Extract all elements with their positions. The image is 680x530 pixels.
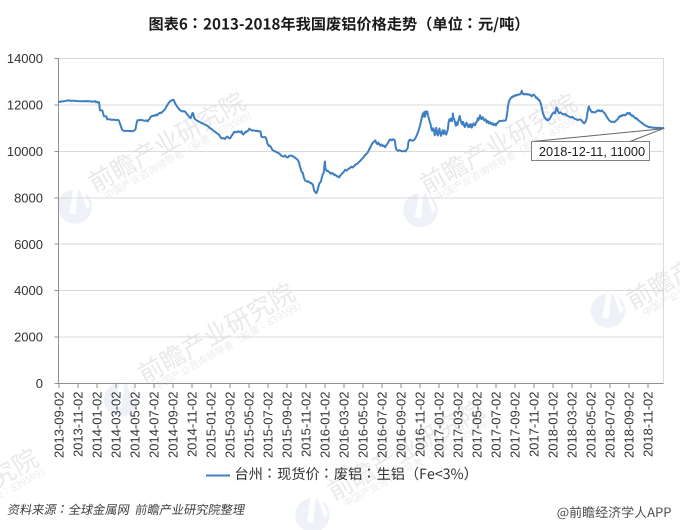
svg-text:2018-01-02: 2018-01-02 xyxy=(546,392,561,459)
svg-text:2013-09-02: 2013-09-02 xyxy=(52,392,67,459)
svg-text:0: 0 xyxy=(36,376,43,391)
svg-text:2018-09-02: 2018-09-02 xyxy=(622,392,637,459)
svg-text:2013-11-02: 2013-11-02 xyxy=(71,392,86,458)
svg-text:2018-03-02: 2018-03-02 xyxy=(565,392,580,459)
svg-text:2017-11-02: 2017-11-02 xyxy=(527,392,542,458)
svg-text:6000: 6000 xyxy=(14,237,43,252)
svg-text:2014-11-02: 2014-11-02 xyxy=(185,392,200,458)
svg-text:2017-09-02: 2017-09-02 xyxy=(508,392,523,459)
svg-text:4000: 4000 xyxy=(14,283,43,298)
svg-text:2016-09-02: 2016-09-02 xyxy=(394,392,409,459)
svg-text:2015-09-02: 2015-09-02 xyxy=(280,392,295,459)
svg-text:2014-07-02: 2014-07-02 xyxy=(147,392,162,459)
svg-text:2018-05-02: 2018-05-02 xyxy=(584,392,599,459)
svg-text:2014-09-02: 2014-09-02 xyxy=(166,392,181,459)
svg-text:2014-03-02: 2014-03-02 xyxy=(109,392,124,459)
svg-text:2015-07-02: 2015-07-02 xyxy=(261,392,276,459)
svg-text:2017-07-02: 2017-07-02 xyxy=(489,392,504,459)
svg-text:2018-11-02: 2018-11-02 xyxy=(641,392,656,458)
svg-text:2018-07-02: 2018-07-02 xyxy=(603,392,618,459)
svg-text:2015-03-02: 2015-03-02 xyxy=(223,392,238,459)
svg-text:2000: 2000 xyxy=(14,330,43,345)
svg-text:8000: 8000 xyxy=(14,190,43,205)
svg-text:2016-01-02: 2016-01-02 xyxy=(318,392,333,459)
svg-text:2017-01-02: 2017-01-02 xyxy=(432,392,447,459)
svg-text:2014-01-02: 2014-01-02 xyxy=(90,392,105,459)
svg-text:2016-05-02: 2016-05-02 xyxy=(356,392,371,459)
svg-text:10000: 10000 xyxy=(7,144,43,159)
svg-text:14000: 14000 xyxy=(7,51,43,66)
svg-text:2016-03-02: 2016-03-02 xyxy=(337,392,352,459)
svg-text:2015-01-02: 2015-01-02 xyxy=(204,392,219,459)
svg-text:2014-05-02: 2014-05-02 xyxy=(128,392,143,459)
svg-text:2015-11-02: 2015-11-02 xyxy=(299,392,314,458)
svg-text:12000: 12000 xyxy=(7,98,43,113)
svg-text:2015-05-02: 2015-05-02 xyxy=(242,392,257,459)
svg-text:2016-07-02: 2016-07-02 xyxy=(375,392,390,459)
svg-text:2016-11-02: 2016-11-02 xyxy=(413,392,428,458)
svg-text:2017-03-02: 2017-03-02 xyxy=(451,392,466,459)
svg-text:2018-12-11, 11000: 2018-12-11, 11000 xyxy=(539,144,645,159)
svg-text:2017-05-02: 2017-05-02 xyxy=(470,392,485,459)
